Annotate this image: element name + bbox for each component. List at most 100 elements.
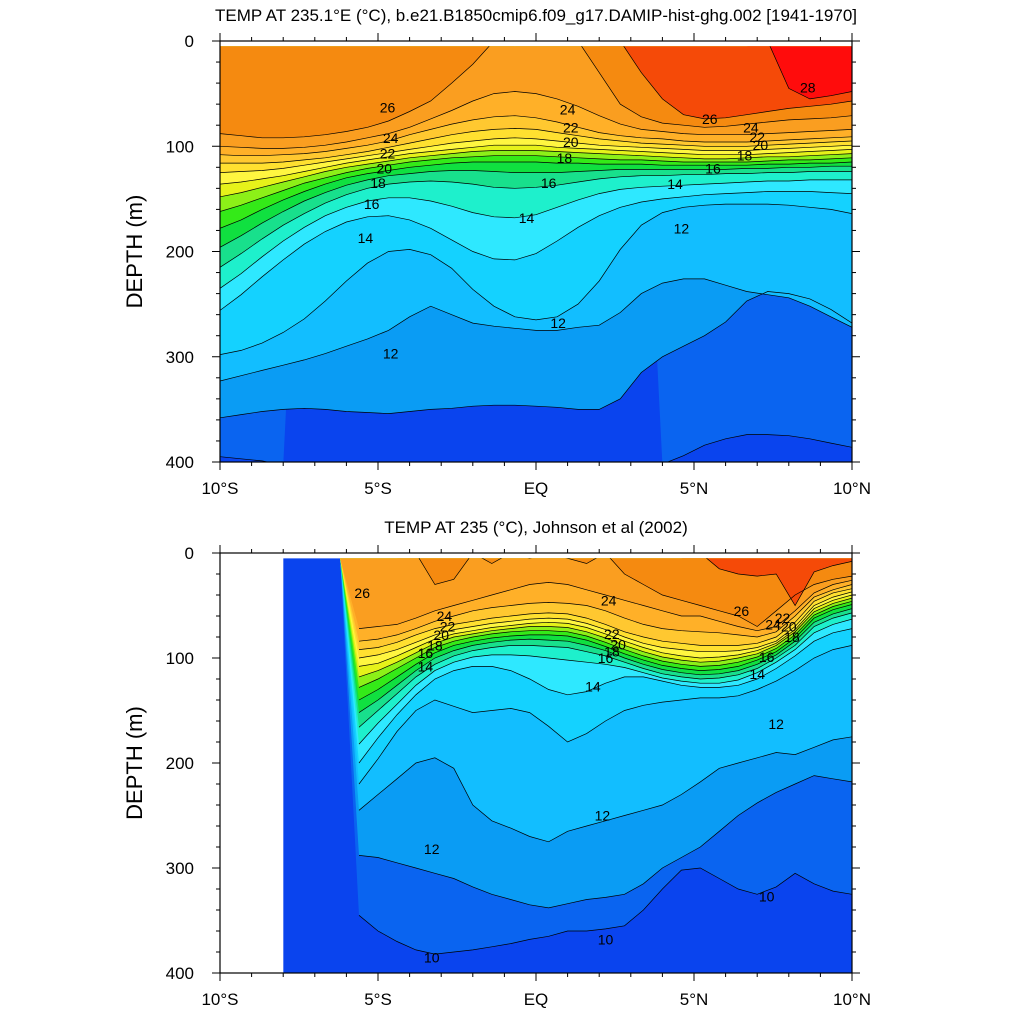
panel-1: 2624222018161412242220181614121226242220… (122, 6, 871, 498)
x-tick-label: 10°N (833, 479, 871, 498)
y-tick-label: 300 (166, 859, 194, 878)
contour-label: 26 (380, 99, 396, 115)
isotherm-27 (623, 46, 852, 120)
contour-label: 20 (753, 137, 769, 153)
x-tick-label: 5°S (364, 479, 392, 498)
y-tick-label: 400 (166, 964, 194, 983)
isotherm-17 (358, 608, 852, 713)
panel-2: 2624222018161412102422201816141210262422… (122, 518, 871, 1009)
contour-label: 16 (364, 196, 380, 212)
contour-lines (358, 558, 852, 955)
isotherm-22 (220, 137, 852, 173)
contour-label: 18 (557, 150, 573, 166)
isotherm-26 (220, 46, 852, 139)
contour-label: 24 (383, 130, 399, 146)
isotherm-11 (358, 775, 852, 909)
contour-label: 12 (424, 841, 440, 857)
contour-label: 16 (418, 645, 434, 661)
band-28 (220, 46, 852, 99)
contour-label: 16 (705, 160, 721, 176)
contour-label: 20 (781, 619, 797, 635)
isotherm-20 (220, 150, 852, 198)
contour-label: 12 (550, 315, 566, 331)
contour-label: 14 (358, 230, 374, 246)
contour-label: 12 (595, 808, 611, 824)
x-tick-label: EQ (524, 479, 549, 498)
contour-label: 18 (370, 175, 386, 191)
contour-labels: 2624222018161412102422201816141210262422… (354, 585, 800, 965)
y-tick-label: 0 (185, 32, 194, 51)
contour-label: 22 (749, 129, 765, 145)
band-27 (220, 46, 852, 119)
isotherm-16 (220, 171, 852, 268)
contour-label: 14 (667, 176, 683, 192)
contour-labels: 2624222018161412242220181614121226242220… (358, 79, 816, 361)
x-tick-label: 10°S (201, 990, 238, 1009)
isotherm-11 (220, 291, 852, 419)
contour-label: 20 (610, 636, 626, 652)
contour-label: 20 (563, 134, 579, 150)
isotherm-16 (358, 612, 852, 728)
y-axis: 0 100 200 300 400 (166, 544, 860, 983)
isotherm-26 (418, 558, 852, 627)
contour-label: 18 (604, 644, 620, 660)
isotherm-23 (358, 588, 852, 650)
contour-label: 14 (519, 210, 535, 226)
y-tick-label: 200 (166, 243, 194, 262)
x-tick-label: 10°N (833, 990, 871, 1009)
y-tick-label: 400 (166, 453, 194, 472)
x-tick-label: 5°S (364, 990, 392, 1009)
contour-lines (220, 46, 852, 462)
x-tick-label: EQ (524, 990, 549, 1009)
contour-label: 18 (784, 629, 800, 645)
isotherm-27 (706, 558, 852, 607)
isotherm-12 (220, 278, 852, 382)
band-26 (283, 558, 852, 627)
contour-label: 10 (424, 949, 440, 965)
contour-label: 28 (800, 79, 816, 95)
contour-label: 22 (380, 146, 396, 162)
contour-label: 10 (759, 888, 775, 904)
contour-label: 18 (427, 637, 443, 653)
y-tick-label: 0 (185, 544, 194, 563)
y-axis: 0 100 200 300 400 (166, 32, 860, 472)
contour-label: 12 (383, 346, 399, 362)
isotherm-19 (220, 155, 852, 212)
isotherm-14 (358, 628, 852, 764)
contour-label: 24 (743, 119, 759, 135)
isotherm-25 (220, 91, 852, 149)
isotherm-20 (358, 597, 852, 678)
isotherm-23 (220, 128, 852, 164)
chart-title: TEMP AT 235 (°C), Johnson et al (2002) (384, 518, 688, 537)
contour-label: 20 (433, 627, 449, 643)
isotherm-13 (220, 203, 852, 355)
isotherm-15 (358, 618, 852, 745)
contour-label: 24 (560, 101, 576, 117)
y-tick-label: 300 (166, 348, 194, 367)
isotherm-12 (358, 736, 852, 843)
contour-label: 24 (437, 608, 453, 624)
contour-label: 26 (354, 585, 370, 601)
contour-label: 22 (440, 619, 456, 635)
isotherm-24 (220, 115, 852, 157)
contour-label: 26 (734, 603, 750, 619)
y-tick-label: 100 (166, 649, 194, 668)
contour-label: 18 (737, 148, 753, 164)
contour-label: 14 (749, 666, 765, 682)
contour-label: 20 (377, 160, 393, 176)
isotherm-21 (358, 594, 852, 667)
isotherm-13 (358, 645, 852, 785)
y-tick-label: 200 (166, 754, 194, 773)
contour-fills (220, 46, 852, 462)
isotherm-25 (358, 579, 852, 632)
isotherm-28 (769, 46, 852, 100)
isotherm-10 (220, 434, 852, 462)
contour-label: 24 (765, 616, 781, 632)
contour-label: 10 (598, 931, 614, 947)
contour-label: 14 (585, 678, 601, 694)
isotherm-21 (220, 144, 852, 185)
y-axis-label: DEPTH (m) (122, 195, 147, 309)
x-axis: 10°S 5°S EQ 5°N 10°N (201, 545, 871, 1009)
contour-label: 16 (541, 175, 557, 191)
